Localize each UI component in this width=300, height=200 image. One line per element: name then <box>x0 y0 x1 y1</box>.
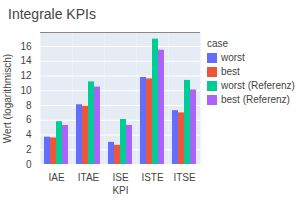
svg-text:10: 10 <box>20 85 32 96</box>
html-text:best (Referenz): best (Referenz) <box>221 94 290 105</box>
html-text:worst (Referenz): worst (Referenz) <box>221 80 295 91</box>
html-text:best: best <box>221 66 240 77</box>
svg-text:4: 4 <box>26 129 32 140</box>
svg-text:16: 16 <box>20 41 32 52</box>
svg-text:ISE: ISE <box>112 172 128 183</box>
svg-text:ITAE: ITAE <box>78 172 100 183</box>
svg-text:ISTE: ISTE <box>141 172 164 183</box>
html-text:worst: worst <box>221 52 245 63</box>
svg-text:12: 12 <box>20 70 32 81</box>
svg-text:IAE: IAE <box>48 172 64 183</box>
svg-text:8: 8 <box>26 100 32 111</box>
svg-text:2: 2 <box>26 144 32 155</box>
svg-text:KPI: KPI <box>112 185 128 196</box>
svg-text:0: 0 <box>26 159 32 170</box>
svg-text:6: 6 <box>26 114 32 125</box>
html-text:case: case <box>207 38 229 49</box>
svg-text:Wert (logarithmisch): Wert (logarithmisch) <box>2 54 13 143</box>
svg-text:ITSE: ITSE <box>173 172 196 183</box>
html-text:Integrale KPIs: Integrale KPIs <box>8 6 96 22</box>
svg-text:14: 14 <box>20 55 32 66</box>
